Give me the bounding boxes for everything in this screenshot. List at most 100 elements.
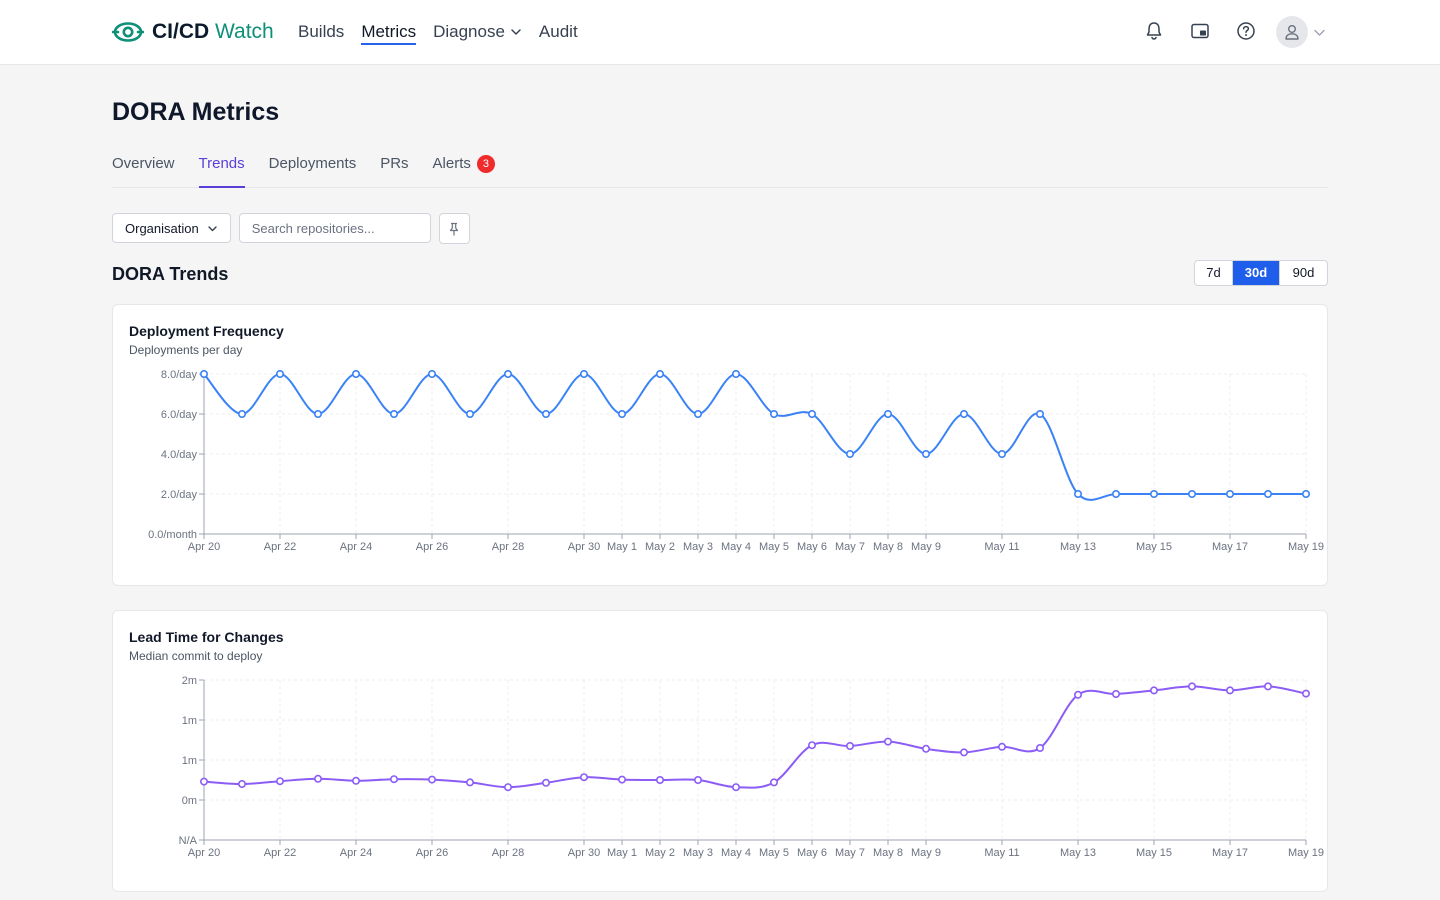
data-point (427, 775, 436, 784)
user-avatar[interactable] (1276, 16, 1308, 48)
data-point (389, 775, 398, 784)
organisation-select-label: Organisation (125, 220, 199, 236)
x-tick-label: May 3 (683, 541, 713, 553)
data-point (314, 774, 323, 783)
help-icon[interactable] (1235, 20, 1257, 42)
x-tick-label: May 4 (721, 541, 751, 553)
x-tick-label: May 7 (835, 541, 865, 553)
series-line (203, 685, 1307, 789)
data-point (1188, 490, 1197, 499)
lead-time-chart: N/A 0m 1m 1m 2m Apr 20 Apr 22 Apr 24 Apr 26 Apr 2… (179, 675, 1324, 859)
data-point (921, 744, 930, 753)
x-tick-label: May 19 (1288, 541, 1324, 553)
tab-alerts[interactable]: Alerts 3 (433, 140, 495, 187)
y-tick-label: 0.0/month (148, 529, 197, 541)
tab-trends[interactable]: Trends (198, 140, 245, 188)
data-point (200, 777, 209, 786)
app-name-strong: CI/CD (152, 20, 210, 43)
bell-icon[interactable] (1143, 20, 1165, 42)
data-point (389, 410, 398, 419)
x-tick-label: Apr 24 (340, 847, 372, 859)
data-point (997, 450, 1006, 459)
y-tick-label: 2.0/day (161, 489, 198, 501)
data-point (845, 450, 854, 459)
eye-logo-icon (112, 22, 144, 42)
repository-search-input[interactable] (238, 213, 431, 243)
nav-metrics[interactable]: Metrics (361, 0, 416, 64)
x-tick-label: May 5 (759, 847, 789, 859)
y-tick-label: N/A (179, 835, 198, 847)
data-point (541, 778, 550, 787)
range-7d-button[interactable]: 7d (1195, 261, 1233, 285)
x-tick-label: May 6 (797, 847, 827, 859)
app-logo[interactable]: CI/CD Watch (112, 18, 274, 46)
data-point (959, 410, 968, 419)
top-navigation-bar: CI/CD Watch Builds Metrics Diagnose Audi… (0, 0, 1440, 65)
x-tick-label: May 5 (759, 541, 789, 553)
nav-diagnose-label: Diagnose (433, 22, 505, 41)
data-point (427, 370, 436, 379)
data-point (655, 370, 664, 379)
app-name-light: Watch (209, 20, 274, 43)
x-tick-label: May 6 (797, 541, 827, 553)
chart-subtitle: Deployments per day (129, 343, 243, 357)
section-title: DORA Trends (112, 264, 229, 284)
nav-diagnose[interactable]: Diagnose (433, 0, 522, 64)
organisation-select[interactable]: Organisation (112, 213, 231, 243)
x-tick-label: May 19 (1288, 847, 1324, 859)
data-point (503, 783, 512, 792)
x-tick-label: May 17 (1212, 541, 1248, 553)
data-point (276, 370, 285, 379)
tab-deployments[interactable]: Deployments (268, 154, 357, 172)
data-point (731, 783, 740, 792)
deployment-frequency-chart: 0.0/month 2.0/day 4.0/day 6.0/day 8.0/day Apr… (148, 369, 1324, 553)
data-point (617, 775, 626, 784)
data-point (769, 778, 778, 787)
data-point (1150, 686, 1159, 695)
x-tick-label: May 13 (1060, 541, 1096, 553)
data-point (1264, 490, 1273, 499)
nav-builds[interactable]: Builds (298, 22, 345, 41)
x-tick-label: Apr 30 (568, 847, 600, 859)
data-point (503, 370, 512, 379)
y-tick-label: 1m (182, 755, 197, 767)
tab-prs[interactable]: PRs (380, 154, 409, 172)
user-icon (1285, 25, 1299, 40)
x-tick-label: May 2 (645, 847, 675, 859)
main-nav: Builds Metrics Diagnose Audit (298, 0, 595, 64)
data-point (807, 741, 816, 750)
chart-subtitle: Median commit to deploy (129, 649, 263, 663)
x-tick-label: May 2 (645, 541, 675, 553)
x-tick-label: Apr 20 (188, 541, 220, 553)
data-point (693, 776, 702, 785)
x-tick-label: Apr 20 (188, 847, 220, 859)
picture-in-picture-icon[interactable] (1189, 20, 1211, 42)
data-point (883, 737, 892, 746)
account-chevron-down-icon[interactable] (1313, 26, 1326, 39)
range-30d-button[interactable]: 30d (1233, 261, 1280, 285)
nav-audit[interactable]: Audit (538, 22, 578, 41)
data-point (352, 370, 361, 379)
data-point (1302, 689, 1311, 698)
data-point (883, 410, 892, 419)
tab-overview[interactable]: Overview (112, 154, 175, 172)
page-title: DORA Metrics (112, 98, 280, 126)
y-tick-label: 6.0/day (161, 409, 198, 421)
y-tick-label: 4.0/day (161, 449, 198, 461)
data-point (1111, 690, 1120, 699)
data-point (731, 370, 740, 379)
data-point (579, 370, 588, 379)
data-point (1111, 490, 1120, 499)
data-point (276, 777, 285, 786)
data-point (352, 776, 361, 785)
x-tick-label: May 17 (1212, 847, 1248, 859)
metrics-tabs: Overview Trends Deployments PRs Alerts 3 (112, 140, 1328, 188)
range-90d-button[interactable]: 90d (1292, 265, 1315, 280)
data-point (1188, 682, 1197, 691)
data-point (1264, 682, 1273, 691)
filter-bar: Organisation (112, 213, 470, 244)
x-tick-label: Apr 22 (264, 541, 296, 553)
x-tick-label: May 4 (721, 847, 751, 859)
x-tick-label: Apr 30 (568, 541, 600, 553)
pin-button[interactable] (438, 213, 470, 244)
